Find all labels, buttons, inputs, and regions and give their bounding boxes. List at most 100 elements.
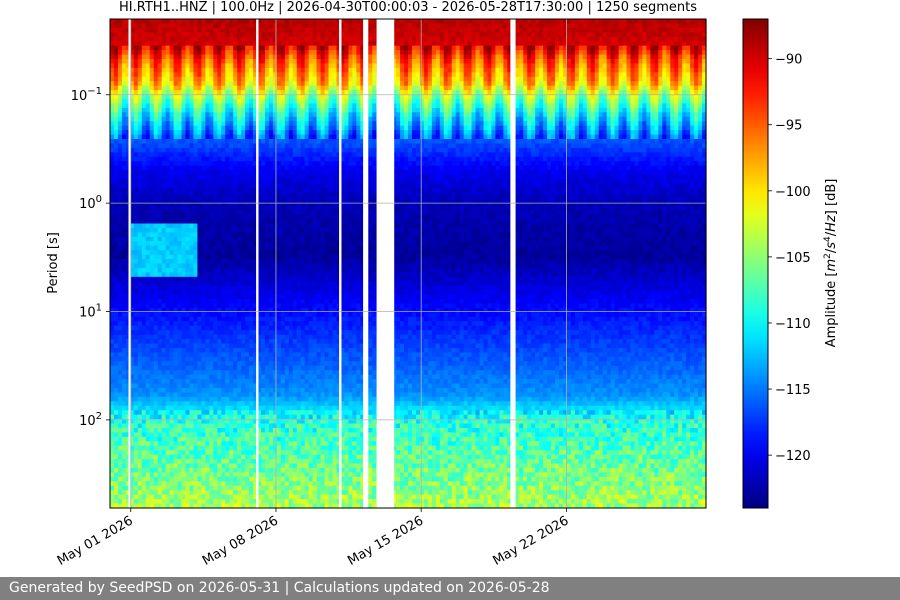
heatmap-cell [503, 50, 508, 56]
heatmap-cell [467, 103, 473, 109]
heatmap-cell [638, 99, 644, 105]
heatmap-cell [471, 41, 477, 47]
heatmap-cell [467, 161, 473, 167]
heatmap-cell [698, 139, 703, 145]
heatmap-cell [320, 45, 326, 51]
heatmap-cell [344, 36, 349, 42]
heatmap-cell [594, 54, 600, 60]
heatmap-cell [110, 27, 115, 33]
heatmap-cell [483, 50, 489, 56]
heatmap-cell [372, 76, 377, 82]
heatmap-cell [177, 27, 183, 33]
heatmap-cell [117, 36, 123, 42]
heatmap-cell [562, 81, 568, 87]
heatmap-cell [133, 161, 139, 167]
heatmap-cell [491, 45, 497, 51]
heatmap-cell [157, 67, 163, 73]
heatmap-cell [276, 59, 282, 65]
heatmap-cell [117, 134, 123, 140]
heatmap-cell [268, 99, 274, 105]
heatmap-cell [121, 76, 127, 82]
heatmap-cell [145, 134, 151, 140]
heatmap-cell [574, 54, 580, 60]
heatmap-cell [694, 130, 699, 136]
heatmap-cell [141, 76, 147, 82]
heatmap-cell [328, 76, 334, 82]
heatmap-cell [110, 121, 115, 127]
heatmap-cell [340, 147, 346, 153]
heatmap-cell [618, 94, 624, 100]
heatmap-cell [253, 81, 258, 87]
heatmap-cell [618, 147, 624, 153]
heatmap-cell [666, 23, 671, 29]
heatmap-cell [535, 116, 540, 122]
heatmap-cell [642, 67, 647, 73]
heatmap-cell [646, 90, 651, 96]
heatmap-cell [205, 116, 210, 122]
heatmap-cell [121, 72, 127, 78]
heatmap-cell [678, 116, 683, 122]
heatmap-cell [292, 54, 298, 60]
heatmap-cell [213, 147, 218, 153]
heatmap-cell [229, 72, 234, 78]
heatmap-cell [352, 134, 357, 140]
heatmap-cell [451, 27, 457, 33]
heatmap-cell [149, 32, 155, 38]
heatmap-cell [614, 72, 620, 78]
heatmap-cell [189, 63, 195, 69]
heatmap-cell [316, 147, 322, 153]
heatmap-cell [249, 134, 254, 140]
heatmap-cell [332, 139, 338, 145]
heatmap-cell [471, 36, 477, 42]
heatmap-cell [702, 107, 707, 113]
heatmap-cell [439, 134, 445, 140]
heatmap-cell [539, 156, 544, 162]
heatmap-cell [193, 63, 199, 69]
heatmap-cell [678, 19, 683, 25]
heatmap-cell [419, 130, 425, 136]
heatmap-cell [674, 161, 679, 167]
heatmap-cell [213, 63, 218, 69]
heatmap-cell [566, 94, 572, 100]
heatmap-cell [257, 125, 262, 131]
heatmap-cell [555, 143, 560, 149]
heatmap-cell [129, 45, 135, 51]
heatmap-cell [678, 72, 683, 78]
heatmap-cell [209, 45, 214, 51]
heatmap-cell [694, 147, 699, 153]
heatmap-cell [411, 139, 417, 145]
heatmap-cell [304, 139, 310, 145]
heatmap-cell [129, 125, 135, 131]
heatmap-cell [197, 59, 202, 65]
heatmap-cell [304, 36, 310, 42]
heatmap-cell [598, 45, 604, 51]
heatmap-cell [507, 116, 512, 122]
heatmap-cell [590, 45, 596, 51]
heatmap-cell [618, 116, 624, 122]
heatmap-cell [614, 50, 620, 56]
heatmap-cell [543, 90, 548, 96]
heatmap-cell [495, 23, 500, 29]
heatmap-cell [125, 50, 131, 56]
heatmap-cell [698, 125, 703, 131]
heatmap-cell [455, 59, 461, 65]
heatmap-cell [316, 54, 322, 60]
heatmap-cell [574, 94, 580, 100]
heatmap-cell [177, 161, 183, 167]
heatmap-cell [634, 27, 640, 33]
heatmap-cell [133, 130, 139, 136]
heatmap-cell [622, 134, 628, 140]
heatmap-cell [360, 41, 365, 47]
heatmap-cell [324, 99, 330, 105]
heatmap-cell [447, 134, 453, 140]
heatmap-cell [185, 143, 191, 149]
heatmap-cell [280, 59, 286, 65]
heatmap-cell [404, 54, 409, 60]
heatmap-cell [491, 103, 497, 109]
heatmap-cell [161, 121, 167, 127]
heatmap-cell [169, 99, 175, 105]
heatmap-cell [257, 130, 262, 136]
heatmap-cell [566, 130, 572, 136]
heatmap-cell [249, 41, 254, 47]
heatmap-cell [352, 76, 357, 82]
